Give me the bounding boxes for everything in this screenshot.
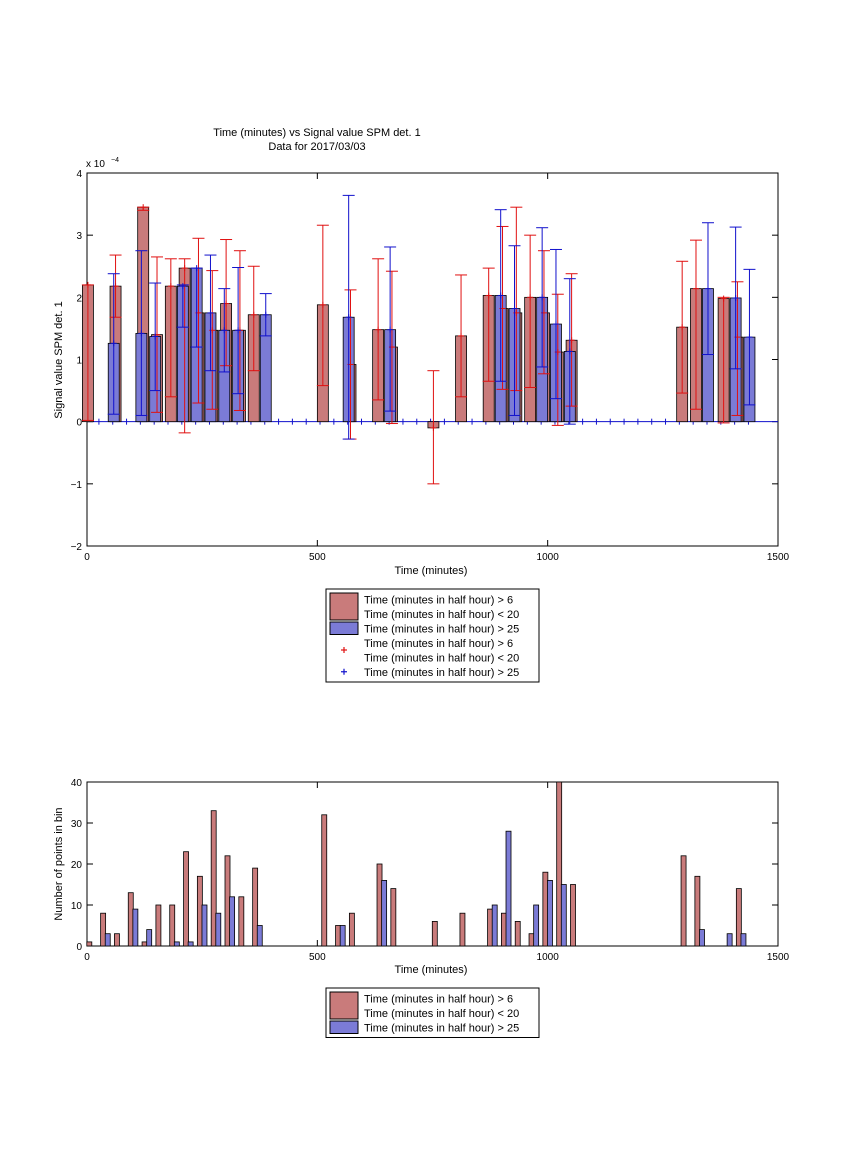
bottom-chart: 0 500 1000 1500 0 10 20 30 40 Time (minutes) Num… <box>53 778 790 1038</box>
y-tick-label: −1 <box>71 480 83 491</box>
top-chart-legend: Time (minutes in half hour) > 6 Time (min… <box>325 588 540 683</box>
legend-label-1-0: Time (minutes in half hour) > 25 <box>364 624 519 636</box>
y-tick-label: 40 <box>71 778 83 789</box>
hist-bar-red <box>556 781 563 947</box>
y-tick-label: −2 <box>71 542 83 553</box>
x-tick-label: 1000 <box>537 952 560 963</box>
legend-swatch-1 <box>329 621 359 635</box>
hist-bar-red <box>514 921 521 947</box>
top-chart-exponent-power: −4 <box>111 157 119 164</box>
x-tick-label: 0 <box>84 552 90 563</box>
legend-swatch-0 <box>329 991 359 1020</box>
hist-bar-blue <box>187 941 194 947</box>
hist-bar-blue <box>201 904 208 947</box>
hist-bar-blue <box>339 925 346 947</box>
top-plot-area: 0 500 1000 1500 −2 −1 0 1 2 3 4 <box>71 169 790 563</box>
top-chart: Time (minutes) vs Signal value SPM det. … <box>53 127 790 683</box>
legend-label-3-0: Time (minutes in half hour) > 25 <box>364 667 519 679</box>
y-tick-label: 1 <box>76 356 82 367</box>
y-tick-label: 0 <box>76 942 82 953</box>
hist-bar-red <box>210 810 217 947</box>
legend-label-0-0: Time (minutes in half hour) > 6 <box>364 994 513 1006</box>
hist-bar-blue <box>104 933 111 947</box>
x-tick-label: 1500 <box>767 552 790 563</box>
hist-bar-red <box>321 814 328 947</box>
x-tick-label: 500 <box>309 952 326 963</box>
x-tick-label: 500 <box>309 552 326 563</box>
legend-box <box>325 588 540 683</box>
y-tick-label: 20 <box>71 860 83 871</box>
hist-bar-red <box>252 867 259 947</box>
legend-swatch-1 <box>329 1020 359 1034</box>
top-chart-xlabel: Time (minutes) <box>395 565 468 577</box>
top-chart-ylabel: Signal value SPM det. 1 <box>53 301 65 418</box>
hist-bar-blue <box>491 904 498 947</box>
hist-bar-blue <box>256 925 263 947</box>
hist-bar-blue <box>173 941 180 947</box>
legend-label-2-0: Time (minutes in half hour) > 6 <box>364 638 513 650</box>
hist-bar-red <box>100 912 107 947</box>
hist-bar-red <box>570 884 576 947</box>
hist-bar-red <box>680 855 687 947</box>
top-chart-subtitle: Data for 2017/03/03 <box>268 141 365 153</box>
hist-bar-red <box>735 888 742 947</box>
bottom-plot-area: 0 500 1000 1500 0 10 20 30 40 <box>71 778 790 963</box>
legend-box <box>325 987 540 1038</box>
hist-bar-red <box>114 933 120 947</box>
x-tick-label: 1500 <box>767 952 790 963</box>
legend-label-1-0: Time (minutes in half hour) > 25 <box>364 1023 519 1035</box>
hist-bar-red <box>348 912 355 947</box>
hist-bar-blue <box>229 896 236 947</box>
hist-bar-red <box>459 912 466 947</box>
legend-label-0-1: Time (minutes in half hour) < 20 <box>364 1008 519 1020</box>
hist-bar-blue <box>146 929 153 947</box>
legend-label-2-1: Time (minutes in half hour) < 20 <box>364 653 519 665</box>
bottom-chart-legend: Time (minutes in half hour) > 6 Time (min… <box>325 987 540 1038</box>
hist-bar-red <box>238 896 245 947</box>
hist-bar-blue <box>740 933 747 947</box>
x-tick-label: 0 <box>84 952 90 963</box>
hist-bar-blue <box>726 933 733 947</box>
hist-bar-blue <box>699 929 705 947</box>
hist-bar-blue <box>215 912 222 947</box>
legend-label-0-0: Time (minutes in half hour) > 6 <box>364 595 513 607</box>
y-tick-label: 2 <box>76 293 82 304</box>
top-chart-title: Time (minutes) vs Signal value SPM det. … <box>213 127 420 139</box>
bottom-chart-ylabel: Number of points in bin <box>53 807 65 920</box>
hist-bar-red <box>183 851 189 947</box>
hist-bar-blue <box>381 880 388 947</box>
y-tick-label: 3 <box>76 231 82 242</box>
y-tick-label: 0 <box>76 418 82 429</box>
y-tick-label: 10 <box>71 901 83 912</box>
y-tick-label: 30 <box>71 819 83 830</box>
hist-bar-red <box>694 875 701 947</box>
legend-swatch-0 <box>329 592 359 621</box>
hist-bar-blue <box>547 880 553 947</box>
hist-bar-blue <box>132 908 139 947</box>
bottom-chart-xlabel: Time (minutes) <box>395 964 468 976</box>
hist-bar-red <box>390 888 397 947</box>
hist-bar-red <box>431 921 438 947</box>
hist-bar-blue <box>533 904 540 947</box>
hist-bar-red <box>155 904 162 947</box>
hist-bar-blue <box>505 830 512 947</box>
legend-label-0-1: Time (minutes in half hour) < 20 <box>364 609 519 621</box>
x-tick-label: 1000 <box>537 552 560 563</box>
hist-bar-red <box>86 941 93 947</box>
hist-bar-red <box>169 904 176 947</box>
y-tick-label: 4 <box>76 169 82 180</box>
top-chart-exponent-label: x 10 <box>86 159 105 170</box>
hist-bar-blue <box>560 884 567 947</box>
